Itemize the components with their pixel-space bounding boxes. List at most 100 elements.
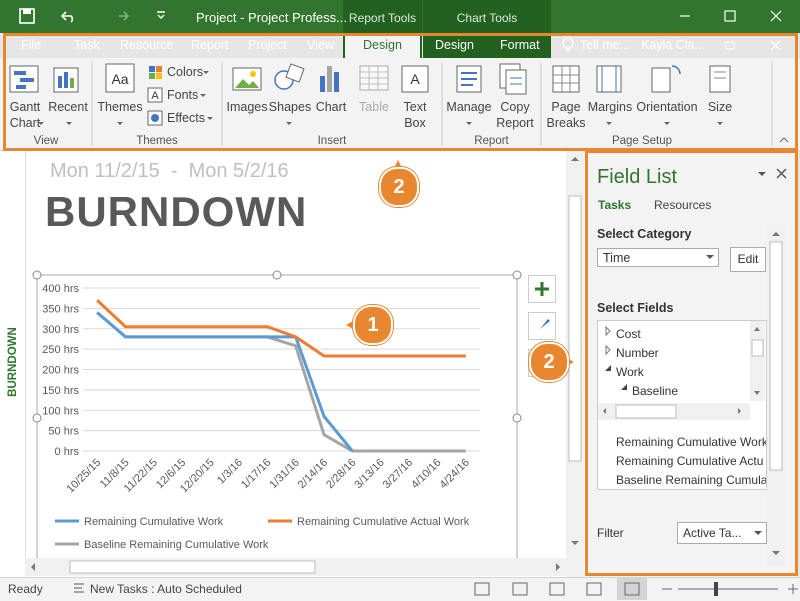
y-tick-label: 250 hrs — [42, 344, 79, 356]
tab[interactable]: View — [307, 38, 334, 52]
margins-icon — [596, 65, 622, 93]
tab[interactable]: Task — [74, 38, 100, 52]
ribbon-button[interactable]: Orientation — [636, 100, 698, 114]
group-label: Themes — [136, 135, 178, 147]
size-icon — [709, 65, 731, 93]
tab[interactable]: Report — [191, 38, 229, 52]
panel-menu[interactable] — [758, 172, 766, 176]
horizontal-scrollbar[interactable] — [25, 558, 566, 576]
zoom-thumb[interactable] — [714, 582, 718, 596]
y-tick-label: 200 hrs — [42, 365, 79, 377]
tab-selected[interactable]: Design — [363, 38, 402, 52]
save-icon-detail — [23, 9, 31, 14]
context-tab-group — [423, 0, 551, 58]
ribbon-button[interactable]: Copy Report — [496, 100, 534, 130]
collapse-ribbon[interactable] — [779, 137, 789, 143]
legend-label: Remaining Cumulative Work — [84, 516, 224, 528]
ribbon-button[interactable]: Size — [707, 100, 733, 114]
textbox-icon: A — [401, 65, 429, 93]
table-icon — [359, 65, 389, 91]
section-label: Select Category — [597, 227, 692, 241]
tree-item[interactable]: Number — [616, 346, 659, 360]
ribbon-button[interactable]: Images — [226, 100, 268, 114]
tree-expander[interactable] — [605, 325, 611, 356]
callout: 2 — [529, 342, 569, 382]
ribbon-button[interactable]: Margins — [587, 100, 633, 114]
zoom-slider[interactable] — [662, 584, 798, 594]
ribbon-button[interactable]: Shapes — [268, 100, 312, 114]
ribbon-button[interactable]: Themes — [97, 100, 143, 114]
tree-item[interactable]: Work — [616, 365, 644, 379]
ribbon-button[interactable]: Gantt Chart — [9, 100, 41, 130]
tab[interactable]: Format — [500, 38, 540, 52]
ribbon-button[interactable]: Manage — [446, 100, 492, 114]
selected-field[interactable]: Remaining Cumulative Actu — [616, 454, 764, 468]
tree-item[interactable]: Baseline — [632, 384, 679, 398]
group-label: Page Setup — [611, 135, 673, 147]
ribbon-button[interactable]: Effects — [167, 111, 205, 125]
y-tick-label: 300 hrs — [42, 324, 79, 336]
view-button[interactable] — [474, 582, 490, 596]
panel-scrollbar[interactable] — [767, 224, 785, 566]
highlight-box — [3, 33, 798, 151]
dropdown-arrows — [38, 71, 723, 125]
dropdown-value: Active Ta... — [683, 526, 742, 540]
tell-me[interactable]: Tell me... — [580, 38, 631, 52]
y-tick-label: 0 hrs — [55, 446, 80, 458]
view-button-active[interactable] — [617, 578, 647, 600]
panel-tab-selected[interactable]: Tasks — [598, 198, 632, 212]
window-title: Project - Project Profess... — [196, 10, 347, 25]
chart-icon — [320, 66, 339, 92]
group-label: Report — [474, 135, 509, 147]
panel-tab[interactable]: Resources — [654, 198, 712, 212]
tree-expander[interactable] — [605, 365, 627, 390]
view-button[interactable] — [512, 582, 528, 596]
ribbon-button[interactable]: Text Box — [403, 100, 427, 130]
chart-buttons — [528, 275, 556, 377]
qat-menu[interactable] — [157, 11, 165, 19]
chart-styles-button[interactable] — [528, 312, 556, 340]
user-name[interactable]: Kayla Cla... — [641, 38, 705, 52]
effects-icon — [147, 110, 163, 126]
status-text: Ready — [8, 582, 43, 596]
ribbon-button[interactable]: Fonts — [167, 88, 199, 102]
orientation-icon — [651, 65, 681, 93]
ribbon-button[interactable]: Recent — [48, 100, 88, 114]
svg-text:A: A — [410, 71, 420, 87]
view-controls — [474, 578, 798, 600]
tree-item[interactable]: Cost — [616, 327, 641, 341]
filter-dropdown[interactable] — [677, 522, 767, 544]
selected-field[interactable]: Baseline Remaining Cumulati — [616, 473, 766, 487]
lightbulb-icon — [562, 37, 574, 52]
y-tick-label: 400 hrs — [42, 283, 79, 295]
ribbon-button[interactable]: Colors — [167, 65, 204, 79]
selected-field[interactable]: Remaining Cumulative Work — [616, 435, 766, 449]
tab[interactable]: Project — [248, 38, 287, 52]
ribbon-button-disabled: Table — [359, 100, 389, 114]
tab[interactable]: Design — [435, 38, 474, 52]
view-button[interactable] — [586, 582, 602, 596]
maximize-button[interactable] — [724, 10, 736, 22]
report-view — [0, 151, 585, 577]
dropdown-arrow — [754, 531, 762, 535]
tab[interactable]: File — [21, 38, 42, 52]
category-dropdown[interactable] — [597, 248, 719, 267]
undo-icon[interactable] — [60, 11, 74, 23]
tab[interactable]: Resource — [120, 38, 174, 52]
x-tick-label: 2/14/16 — [296, 457, 330, 491]
close-button[interactable] — [770, 10, 782, 22]
svg-text:Aa: Aa — [111, 71, 128, 87]
vertical-scrollbar[interactable] — [566, 151, 584, 577]
ribbon-button[interactable]: Page Breaks — [546, 100, 586, 130]
status-text[interactable]: New Tasks : Auto Scheduled — [90, 582, 242, 596]
ribbon-button[interactable]: Chart — [315, 100, 347, 114]
restore-ribbon[interactable] — [725, 41, 735, 50]
view-button[interactable] — [549, 582, 565, 596]
close-document[interactable] — [770, 40, 781, 51]
callout: 1 — [353, 305, 393, 345]
shapes-icon — [274, 63, 305, 90]
edit-button[interactable]: Edit — [730, 247, 766, 272]
context-label: Report Tools — [348, 11, 417, 25]
fonts-icon: A — [147, 87, 163, 103]
panel-close[interactable] — [776, 168, 787, 179]
